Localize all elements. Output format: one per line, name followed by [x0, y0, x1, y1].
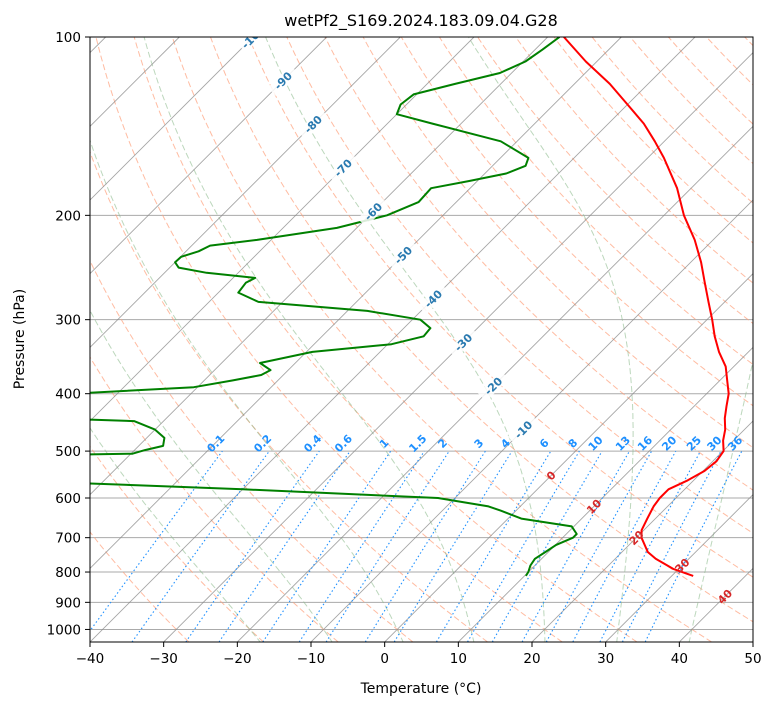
- x-tick-label: 10: [450, 651, 467, 667]
- dry-adiabat-line: [477, 37, 753, 325]
- isotherm-label-bg: [477, 370, 509, 402]
- moist-adiabat-line: [467, 37, 634, 642]
- moist-adiabat-line: [265, 37, 546, 642]
- mixing-ratio-line: [435, 450, 552, 642]
- x-tick-label: −10: [297, 651, 326, 667]
- dry-adiabat-line: [90, 356, 339, 642]
- y-tick-label: 400: [55, 387, 81, 403]
- axes: −40 −30 −20 −10 0 10 20 30 40 50 100 200 300 400 500 60…: [47, 30, 762, 667]
- isotherm-line: [605, 494, 753, 642]
- dry-adiabat-line: [438, 37, 753, 365]
- moist-adiabat-line: [143, 37, 475, 642]
- mixing-ratio-line: [393, 450, 513, 642]
- dewpoint-line: [90, 37, 578, 577]
- y-tick-label: 300: [55, 313, 81, 329]
- plot-frame: [89, 36, 754, 643]
- mixing-ratio-line: [364, 450, 486, 642]
- y-tick-label: 500: [55, 444, 81, 460]
- dry-adiabat-line: [324, 37, 753, 491]
- dry-adiabat-line: [248, 37, 753, 578]
- isotherm-label-bg: [417, 283, 449, 315]
- dry-adiabat-line: [210, 37, 753, 623]
- isotherm-label-bg: [237, 37, 269, 53]
- mixing-ratio-line: [131, 450, 270, 642]
- x-tick-label: −20: [223, 651, 252, 667]
- isotherm-line: [90, 37, 327, 275]
- isotherm-line: [531, 420, 753, 642]
- dry-adiabat-line: [553, 37, 753, 244]
- isotherm-label-bg: [507, 414, 539, 446]
- isotherm-line: [90, 37, 548, 496]
- guide-lines: [90, 37, 753, 642]
- x-tick-label: −30: [149, 651, 178, 667]
- isotherm-label-bg: [387, 239, 419, 271]
- mixing-ratio-line: [467, 450, 580, 642]
- isotherm-line: [90, 37, 401, 348]
- dry-adiabat-line: [90, 531, 190, 642]
- mixing-ratio-line: [218, 450, 351, 642]
- isotherm-line: [310, 199, 753, 642]
- mixing-ratio-line: [521, 450, 630, 642]
- y-tick-label: 100: [55, 30, 81, 46]
- isotherm-label-bg: [297, 108, 329, 140]
- y-tick-label: 1000: [47, 622, 81, 638]
- x-tick-label: 20: [523, 651, 540, 667]
- profile-lines: [90, 37, 730, 577]
- y-axis-title: Pressure (hPa): [12, 289, 28, 389]
- mixing-ratio-line: [185, 450, 320, 642]
- dry-adiabat-line: [95, 37, 563, 642]
- dry-adiabat-line: [90, 150, 488, 642]
- y-tick-label: 600: [55, 491, 81, 507]
- y-tick-label: 800: [55, 565, 81, 581]
- isotherm-line: [90, 37, 254, 201]
- y-tick-label: 700: [55, 531, 81, 547]
- mixing-ratio-line: [545, 450, 653, 642]
- dry-adiabat-line: [400, 37, 753, 407]
- isotherm-label-bg: [327, 152, 359, 184]
- isotherm-line: [90, 37, 622, 569]
- moist-adiabat-line: [90, 427, 261, 642]
- isotherm-label-bg: [267, 65, 299, 97]
- mixing-ratio-line: [491, 450, 603, 642]
- mixing-ratio-line: [572, 450, 677, 642]
- isotherm-line: [752, 641, 753, 642]
- x-tick-label: −40: [76, 651, 105, 667]
- x-tick-label: 30: [597, 651, 614, 667]
- y-tick-label: 900: [55, 595, 81, 611]
- mixing-ratio-line: [90, 450, 223, 632]
- isotherm-line: [237, 125, 753, 642]
- dry-adiabat-line: [515, 37, 753, 284]
- isotherm-label-bg: [357, 195, 389, 228]
- dry-adiabat-line: [286, 37, 753, 534]
- isotherm-line: [90, 37, 475, 422]
- x-tick-label: 50: [744, 651, 761, 667]
- isotherm-line: [90, 37, 696, 642]
- dry-adiabat-line: [629, 37, 753, 165]
- x-axis-title: Temperature (°C): [360, 681, 482, 697]
- y-tick-label: 200: [55, 208, 81, 224]
- moist-adiabat-line: [90, 138, 404, 642]
- x-tick-label: 40: [671, 651, 688, 667]
- isotherm-line: [384, 273, 753, 642]
- mixing-ratio-line: [325, 450, 450, 642]
- chart-title: wetPf2_S169.2024.183.09.04.G28: [284, 11, 558, 31]
- isotherm-line: [458, 346, 753, 642]
- dry-adiabat-line: [133, 37, 638, 642]
- temperature-line: [563, 37, 730, 577]
- dry-adiabat-line: [591, 37, 753, 204]
- isotherm-label-bg: [447, 326, 479, 358]
- x-tick-label: 0: [380, 651, 389, 667]
- dry-adiabat-line: [90, 259, 414, 642]
